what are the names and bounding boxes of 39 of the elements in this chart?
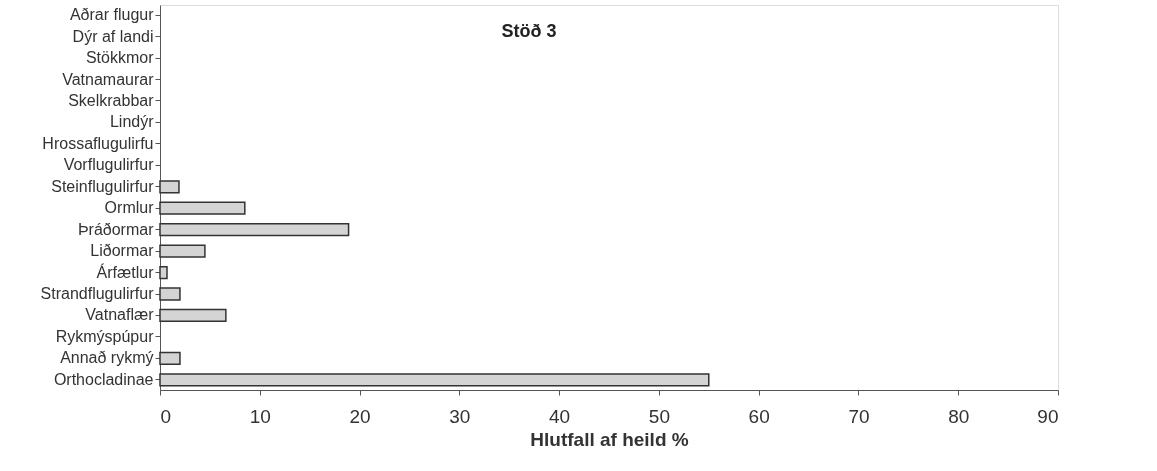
y-tick-label: Dýr af landi [72, 27, 154, 45]
y-tick-label: Lindýr [109, 113, 155, 131]
x-tick-label: 80 [948, 405, 970, 427]
y-tick-label: Þráðormar [77, 220, 155, 238]
x-tick-label: 30 [449, 405, 471, 427]
y-tick-label: Ormlur [104, 199, 155, 217]
text: Stöð 3 [501, 21, 557, 41]
y-tick-label: Annað rykmý [60, 349, 154, 367]
bar [159, 308, 227, 323]
x-tick-label: 90 [1037, 405, 1059, 427]
x-tick-label: 40 [549, 405, 571, 427]
bar [159, 265, 168, 280]
y-tick-label: Vatnaflær [85, 306, 155, 324]
y-tick-label: Aðrar flugur [69, 6, 155, 24]
x-tick-label: 50 [648, 405, 670, 427]
y-tick-label: Árfætlur [96, 262, 155, 281]
bar [159, 244, 206, 258]
bar [159, 373, 710, 387]
y-tick-label: Vorflugulirfur [63, 156, 155, 174]
y-tick-label: Hrossaflugulirfu [42, 134, 154, 152]
x-tick-label: 20 [349, 405, 371, 427]
x-tick-label: 10 [249, 405, 271, 427]
x-tick-label: 60 [748, 405, 770, 427]
x-tick-label: 70 [848, 405, 870, 427]
x-tick-label: 0 [160, 405, 172, 427]
y-tick-label: Orthocladinae [53, 370, 154, 388]
x-axis-title: Hlutfall af heild % [530, 428, 689, 450]
bar [159, 201, 246, 215]
bar [159, 180, 180, 194]
bar [159, 223, 350, 237]
y-tick-label: Strandflugulirfur [40, 285, 155, 303]
bar [159, 287, 181, 301]
y-tick-label: Skelkrabbar [68, 91, 155, 109]
y-tick-label: Stökkmor [85, 49, 155, 67]
y-tick-label: Liðormar [90, 242, 155, 260]
bar [159, 351, 181, 366]
y-tick-label: Steinflugulirfur [51, 177, 155, 195]
y-tick-label: Rykmýspúpur [55, 327, 155, 345]
y-tick-label: Vatnamaurar [62, 70, 155, 88]
